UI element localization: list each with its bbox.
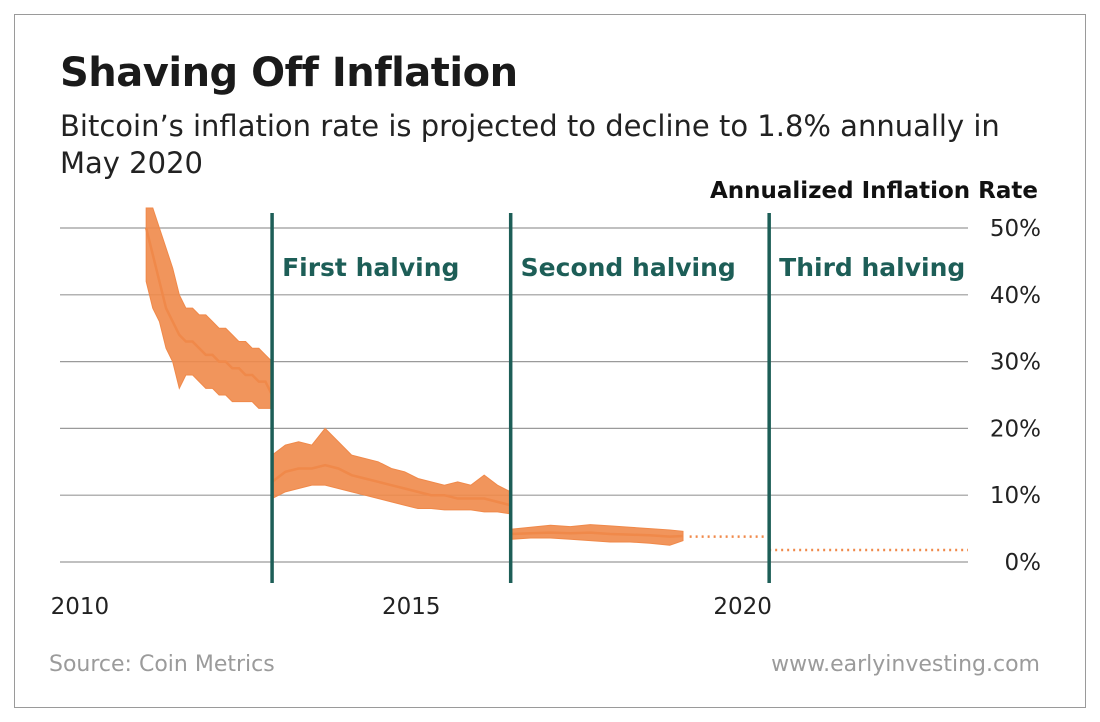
y-tick-label: 40% [990,283,1041,309]
y-tick-label: 10% [990,483,1041,509]
inflation-line-1 [271,463,511,507]
volatility-band-2 [510,524,684,546]
y-tick-label: 20% [990,416,1041,442]
x-tick-label: 2010 [51,594,110,620]
website-credit: www.earlyinvesting.com [771,652,1040,677]
volatility-band-1 [271,427,512,515]
x-tick-label: 2015 [382,594,441,620]
y-tick-label: 50% [990,216,1041,242]
x-tick-labels: 2010 2015 2020 [51,594,772,620]
y-axis-title: Annualized Inflation Rate [710,178,1038,204]
source-note: Source: Coin Metrics [49,652,275,677]
halving-lines: First halving Second halving Third halving [270,213,965,583]
chart-frame [14,14,1086,708]
chart-subtitle: Bitcoin’s inflation rate is projected to… [60,109,1000,180]
x-tick-label: 2020 [713,594,772,620]
y-tick-labels: 0% 10% 20% 30% 40% 50% [990,216,1041,576]
series-lines [144,227,968,552]
y-tick-label: 30% [990,350,1041,376]
halving-label-2: Second halving [521,253,736,282]
inflation-line-2 [510,531,684,538]
chart-title: Shaving Off Inflation [60,50,518,96]
halving-label-3: Third halving [779,253,965,282]
y-tick-label: 0% [1005,550,1042,576]
halving-label-1: First halving [282,253,459,282]
inflation-line-0 [144,227,274,396]
